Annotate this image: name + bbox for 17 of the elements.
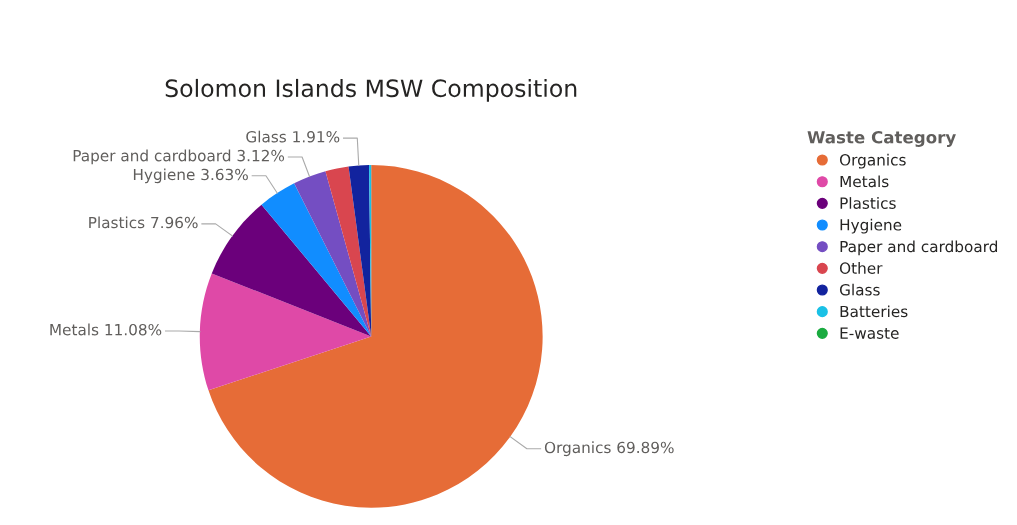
legend-label: E-waste	[840, 327, 899, 339]
legend-label: Plastics	[840, 197, 896, 209]
legend-label: Other	[839, 262, 883, 274]
legend-label: Paper and cardboard	[840, 240, 998, 256]
legend-label: Organics	[839, 153, 906, 169]
category-label: Glass 1.91%	[246, 130, 340, 143]
legend-label: Glass	[839, 283, 880, 296]
category-label: Paper and cardboard 3.12%	[73, 149, 285, 165]
category-label: Hygiene 3.63%	[133, 168, 248, 184]
category-label: Metals 11.08%	[50, 323, 162, 336]
chart-title: Solomon Islands MSW Composition	[165, 78, 577, 102]
category-label: Organics 69.89%	[544, 441, 674, 457]
legend-label: Batteries	[840, 305, 908, 318]
category-label: Plastics 7.96%	[89, 216, 198, 229]
legend-title: Waste Category	[807, 130, 956, 147]
legend-label: Hygiene	[840, 218, 902, 234]
legend-label: Metals	[840, 175, 889, 188]
